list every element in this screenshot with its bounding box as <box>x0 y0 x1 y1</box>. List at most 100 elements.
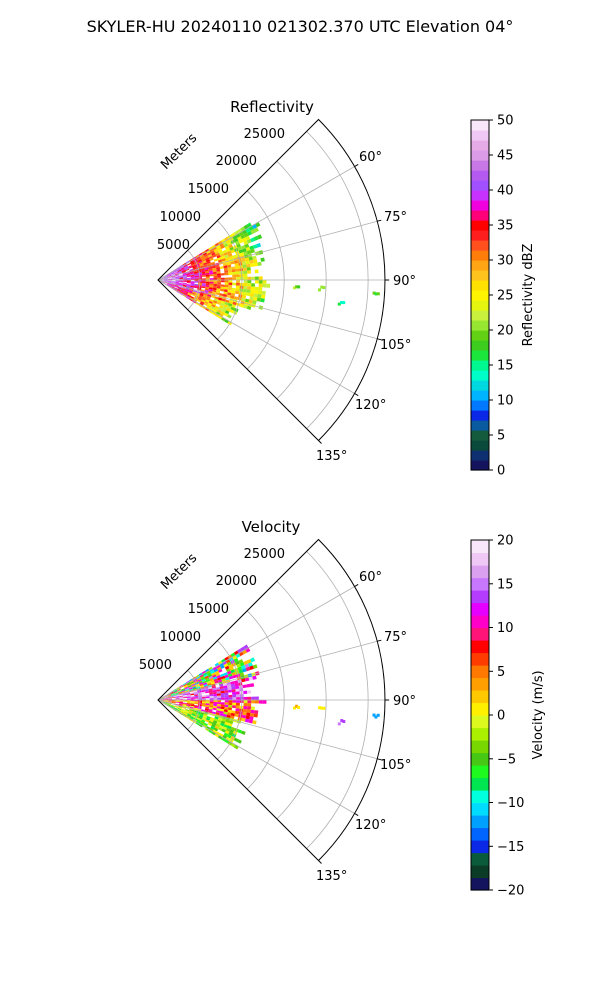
radar-gate <box>198 724 203 728</box>
radar-gate <box>226 714 231 718</box>
radar-gate <box>207 302 213 306</box>
radar-gate <box>202 696 206 699</box>
radar-gate <box>228 284 233 288</box>
radar-gate <box>237 666 243 671</box>
radar-gate <box>243 286 248 290</box>
radar-gate <box>178 692 183 695</box>
radar-gate <box>170 693 175 696</box>
radar-gate <box>186 702 191 704</box>
radar-gate <box>237 246 243 251</box>
radar-gate <box>216 273 221 276</box>
radar-gate <box>208 675 213 680</box>
radar-gate <box>213 298 218 302</box>
radar-gate <box>167 694 171 697</box>
radar-gate <box>170 285 175 288</box>
radar-gate <box>205 696 210 699</box>
radar-gate <box>197 718 202 721</box>
radar-gate <box>184 266 189 270</box>
colorbar-swatch <box>471 540 489 554</box>
colorbar-tick-label: 5 <box>497 665 505 680</box>
radar-gate <box>193 690 198 693</box>
radar-gate <box>199 263 204 267</box>
radar-gate <box>171 701 176 704</box>
radar-gate <box>245 666 251 672</box>
radar-gate <box>189 688 194 691</box>
radar-gate <box>199 293 204 297</box>
radar-gate <box>227 709 232 713</box>
radar-gate <box>220 702 225 705</box>
radar-gate <box>200 268 205 271</box>
colorbar-tick-label: −20 <box>497 884 524 899</box>
radar-gate <box>167 274 171 277</box>
colorbar-swatch <box>471 440 489 451</box>
azimuth-tick <box>354 813 359 817</box>
radar-gate <box>191 264 196 268</box>
radar-gate <box>189 718 193 722</box>
colorbar-swatch <box>471 852 489 866</box>
isolated-echo <box>340 719 344 723</box>
radar-gate <box>208 246 213 251</box>
radar-gate <box>190 693 195 696</box>
radar-gate <box>220 720 226 725</box>
azimuth-tick <box>377 758 382 761</box>
radar-gate <box>170 271 174 274</box>
radar-gate <box>223 685 228 689</box>
radar-gate <box>208 707 213 710</box>
radar-gate <box>181 268 185 271</box>
radar-gate <box>200 688 205 691</box>
radar-gate <box>243 703 248 707</box>
radar-gate <box>202 716 207 720</box>
colorbar-swatch <box>471 210 489 221</box>
radar-gate <box>232 282 237 286</box>
radar-gate <box>216 708 221 711</box>
radar-gate <box>178 691 182 694</box>
radar-gate <box>190 692 194 695</box>
radar-gate <box>215 264 220 268</box>
radar-gate <box>226 248 231 253</box>
radar-gate <box>258 700 263 704</box>
radar-gate <box>231 287 236 291</box>
radar-gate <box>222 249 227 254</box>
radar-gate <box>203 293 208 296</box>
radar-gate <box>219 683 224 687</box>
radar-gate <box>205 700 210 702</box>
radar-gate <box>164 277 168 279</box>
radar-gate <box>186 274 191 276</box>
radar-gate <box>185 288 190 291</box>
radar-gate <box>160 280 164 283</box>
radar-gate <box>207 294 212 298</box>
radar-gate <box>179 696 184 698</box>
radar-gate <box>216 269 221 272</box>
radar-gate <box>228 272 233 276</box>
radar-gate <box>183 697 187 699</box>
radar-gate <box>209 696 214 699</box>
radar-gate <box>211 685 216 689</box>
radar-gate <box>220 300 226 305</box>
radar-gate <box>180 710 185 713</box>
radar-gate <box>160 280 165 282</box>
radar-gate <box>185 268 190 271</box>
radar-gate <box>212 691 217 695</box>
radar-gate <box>238 659 244 664</box>
radar-gate <box>175 694 179 697</box>
colorbar-swatch <box>471 330 489 341</box>
radar-gate <box>217 660 223 665</box>
radar-gate <box>174 705 179 708</box>
radar-gate <box>175 696 180 698</box>
radar-gate <box>160 700 165 701</box>
radar-gate <box>231 689 236 693</box>
radar-gate <box>205 257 210 261</box>
radar-gate <box>247 700 252 704</box>
colorbar-frame <box>470 119 490 471</box>
radar-gate <box>257 261 262 266</box>
radar-gate <box>180 711 185 714</box>
radar-gate <box>252 664 258 669</box>
radar-gate <box>212 722 217 726</box>
radar-gate <box>189 717 194 721</box>
radar-gate <box>224 270 229 273</box>
colorbar-swatch <box>471 430 489 441</box>
radar-gate <box>201 703 206 705</box>
radar-gate <box>205 283 210 286</box>
colorbar-swatch <box>471 615 489 629</box>
